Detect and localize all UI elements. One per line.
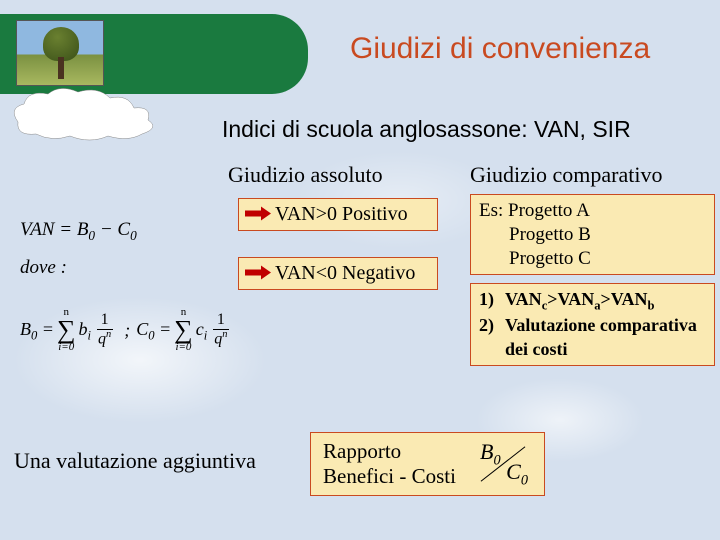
column-absolute-judgement: Giudizio assoluto VAN>0 Positivo VAN<0 N… [228,162,453,298]
page-title: Giudizi di convenienza [350,32,650,66]
example-item-1: Progetto B [479,223,706,247]
positive-box: VAN>0 Positivo [238,198,438,231]
example-item-0: Progetto A [508,200,590,221]
formula-b0-c0: B0 = n ∑ i=0 bi 1 qn ; C0 = n ∑ i=0 ci 1… [20,307,234,353]
heading-comparative: Giudizio comparativo [470,162,715,188]
van-formulas: VAN = B0 − C0 dove : B0 = n ∑ i=0 bi 1 q… [20,210,234,356]
example-item-2: Progetto C [479,247,706,271]
arrow-right-icon [245,203,271,226]
heading-absolute: Giudizio assoluto [228,162,453,188]
sigma-icon: n ∑ i=0 [174,307,193,353]
arrow-right-icon [245,262,271,285]
negative-text: VAN<0 Negativo [275,262,415,284]
formula-dove: dove : [20,251,234,285]
evaluation-item-2: 2) Valutazione comparativa dei costi [479,314,706,361]
additional-evaluation-label: Una valutazione aggiuntiva [14,448,256,474]
formula-van: VAN = B0 − C0 [20,213,234,248]
benefit-cost-label: Rapporto Benefici - Costi [323,439,456,489]
tree-photo [16,20,104,86]
subtitle: Indici di scuola anglosassone: VAN, SIR [222,116,631,143]
example-box: Es: Progetto A Progetto B Progetto C [470,194,715,275]
evaluation-item-1: 1) VANc>VANa>VANb [479,288,706,314]
benefit-cost-box: Rapporto Benefici - Costi B0 C0 [310,432,545,496]
example-prefix: Es: [479,200,503,221]
negative-box: VAN<0 Negativo [238,257,438,290]
sigma-icon: n ∑ i=0 [57,307,76,353]
column-comparative-judgement: Giudizio comparativo Es: Progetto A Prog… [470,162,715,366]
evaluation-box: 1) VANc>VANa>VANb 2) Valutazione compara… [470,283,715,366]
header: Giudizi di convenienza [0,0,720,100]
ratio-b0-c0: B0 C0 [474,439,532,489]
cloud-shape-icon [8,84,168,142]
positive-text: VAN>0 Positivo [275,203,408,225]
